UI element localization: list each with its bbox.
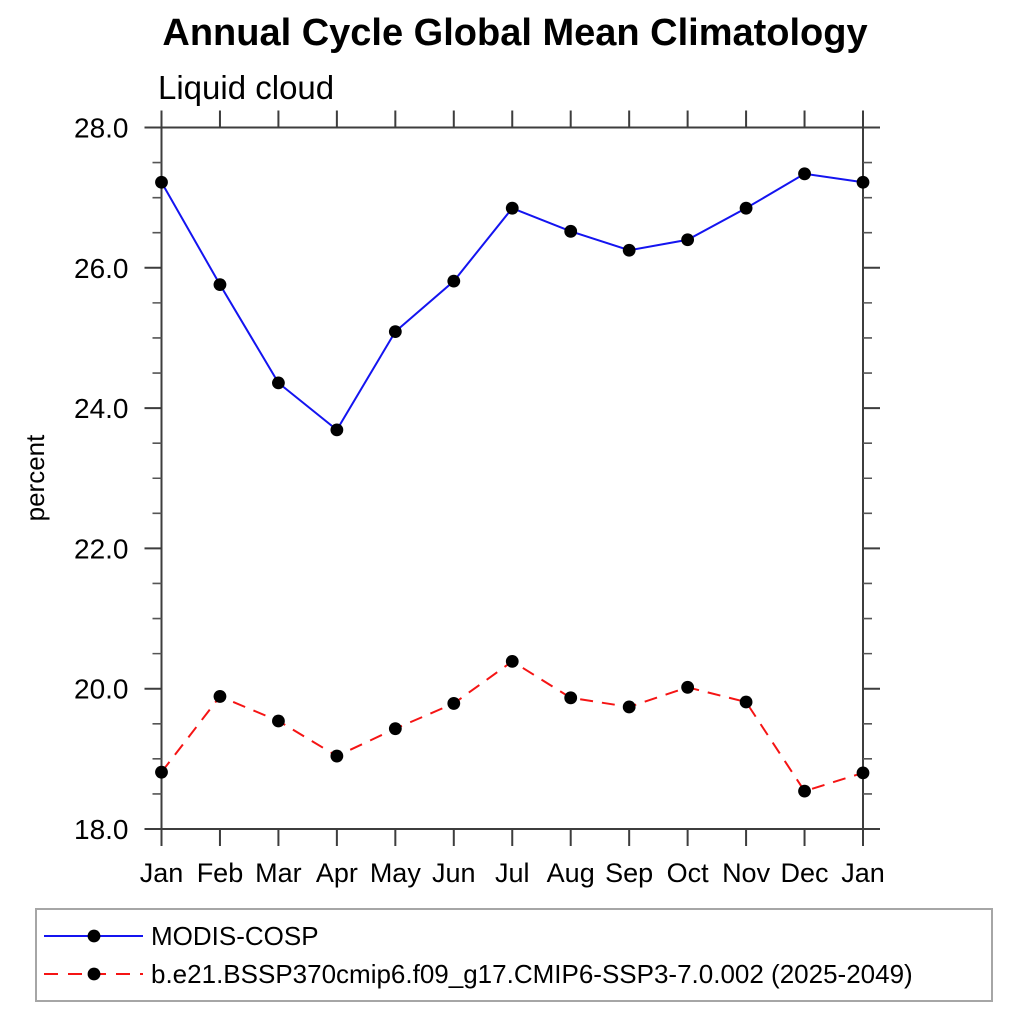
data-point-marker [155,175,168,189]
data-point-marker [388,325,402,339]
legend-dashed-line-marker-icon [44,967,143,981]
axis-minor-ticks [152,161,872,795]
data-point-marker [447,274,461,288]
data-point-marker [272,714,285,728]
axes-frame [144,110,880,846]
data-point-marker [739,201,753,215]
x-tick-label: Feb [197,858,244,888]
y-tick-label: 26.0 [74,253,129,284]
x-tick-label: May [370,858,422,888]
data-point-marker [330,749,344,763]
y-tick-label: 24.0 [74,393,129,424]
data-point-marker [505,654,519,668]
x-tick-label: Mar [255,858,302,888]
data-point-marker [856,175,870,189]
data-point-marker [856,766,870,780]
data-point-marker [798,784,811,798]
data-point-marker [272,376,285,390]
series-line-model-run [160,660,864,793]
data-point-marker [505,201,519,215]
data-point-marker [681,233,695,247]
x-tick-label: Jan [841,858,885,888]
legend-solid-line-marker-icon [44,929,143,943]
y-tick-label: 22.0 [74,533,129,564]
x-tick-label: Aug [547,858,595,888]
legend-box: MODIS-COSP b.e21.BSSP370cmip6.f09_g17.CM… [35,908,993,1002]
x-tick-label: Nov [722,858,771,888]
y-tick-label: 18.0 [74,814,129,845]
data-point-marker [564,691,578,705]
chart-subtitle: Liquid cloud [158,69,334,106]
chart-title: Annual Cycle Global Mean Climatology [162,12,867,54]
data-point-marker [447,697,461,710]
data-point-marker [739,695,753,709]
data-point-marker [622,700,636,714]
y-axis-label: percent [20,434,50,521]
data-point-marker [622,243,636,257]
x-tick-label: Jul [495,858,530,888]
series-layer [155,167,870,798]
y-tick-label: 20.0 [74,674,129,705]
data-point-marker [681,680,695,694]
data-point-marker [213,690,227,703]
data-point-marker [330,423,344,437]
axis-frame-and-major-ticks [144,110,880,846]
data-point-marker [798,167,811,181]
legend-item-modis-cosp: MODIS-COSP [40,923,991,949]
legend-label-modis-cosp: MODIS-COSP [151,920,319,951]
x-tick-label: Oct [667,858,710,888]
x-tick-label: Jan [140,858,184,888]
y-tick-label: 28.0 [74,113,129,144]
data-point-marker [155,765,168,779]
x-tick-label: Sep [605,858,653,888]
legend-item-model-run: b.e21.BSSP370cmip6.f09_g17.CMIP6-SSP3-7.… [40,961,991,987]
data-point-marker [388,722,402,736]
tick-labels: Jan Feb Mar Apr May Jun Jul Aug Sep Oct Nov Dec Jan 1… [74,113,885,889]
x-tick-label: Dec [781,858,829,888]
legend-label-model-run: b.e21.BSSP370cmip6.f09_g17.CMIP6-SSP3-7.… [151,959,913,990]
data-point-marker [564,224,578,238]
data-point-marker [213,278,227,292]
x-tick-label: Jun [432,858,476,888]
x-tick-label: Apr [316,858,358,888]
